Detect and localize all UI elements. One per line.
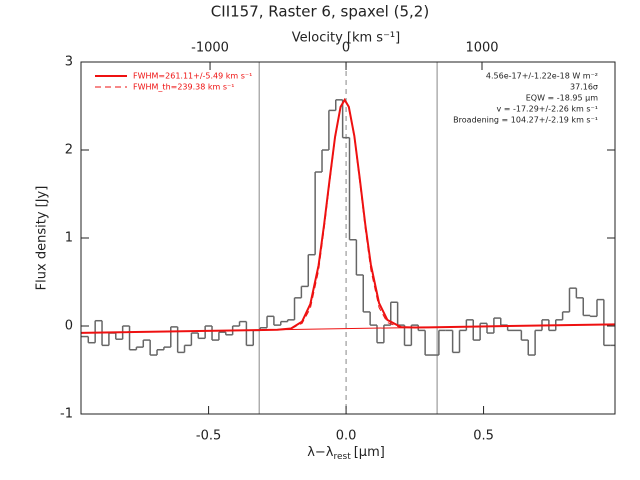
annotation: Broadening = 104.27+/-2.19 km s⁻¹: [453, 116, 598, 125]
x2-tick-label: -1000: [191, 41, 229, 56]
baseline: [80, 323, 616, 334]
x-axis-label: λ−λrest [μm]: [307, 445, 385, 462]
y-tick-label: 3: [65, 55, 73, 70]
x-label-sub: rest: [333, 452, 351, 462]
x2-axis-label: Velocity [km s⁻¹]: [292, 31, 400, 46]
x2-tick-label: 0: [342, 41, 350, 56]
annotation: EQW = -18.95 μm: [526, 94, 598, 103]
plot-frame: [80, 61, 616, 415]
fit-curve: [290, 98, 402, 330]
annotation: 4.56e-17+/-1.22e-18 W m⁻²: [486, 72, 598, 81]
y-tick-label: 2: [65, 143, 73, 158]
x-label-main: λ−λ: [307, 445, 334, 460]
legend-label: FWHM_th=239.38 km s⁻¹: [133, 83, 234, 92]
x2-tick-label: 1000: [465, 41, 498, 56]
y-axis-label: Flux density [Jy]: [35, 186, 50, 291]
y-tick-label: 0: [65, 319, 73, 334]
x-tick-label: 0.0: [336, 429, 357, 444]
x-tick-label: -0.5: [196, 429, 221, 444]
x-tick-label: 0.5: [473, 429, 494, 444]
x-label-unit: [μm]: [354, 445, 385, 460]
annotation: 37.16σ: [570, 83, 598, 92]
legend-label: FWHM=261.11+/-5.49 km s⁻¹: [133, 72, 252, 81]
y-tick-label: 1: [65, 231, 73, 246]
annotation: v = -17.29+/-2.26 km s⁻¹: [496, 105, 598, 114]
y-tick-label: -1: [60, 407, 73, 422]
chart-title: CII157, Raster 6, spaxel (5,2): [211, 3, 429, 21]
